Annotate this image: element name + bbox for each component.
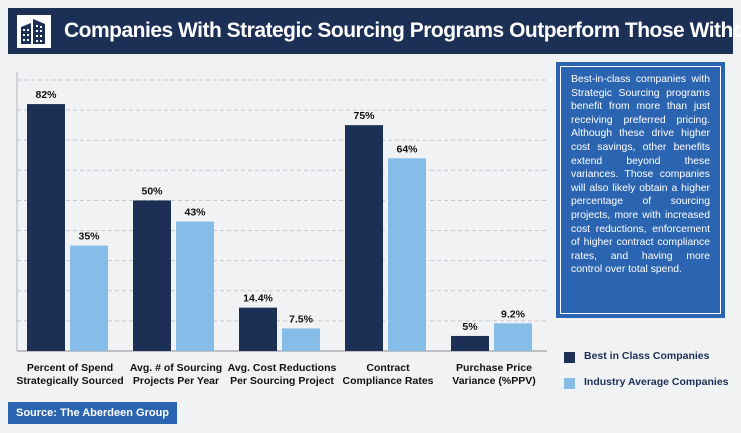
legend-label-best-in-class: Best in Class Companies bbox=[584, 350, 710, 362]
x-tick-label-line: Purchase Price bbox=[456, 362, 532, 374]
x-tick-label: Avg. # of Sourcing Projects Per Year bbox=[111, 362, 241, 388]
x-tick-label-line: Percent of Spend bbox=[26, 362, 114, 374]
x-tick-label-line: Variance (%PPV) bbox=[452, 375, 536, 387]
building-icon bbox=[17, 15, 51, 48]
legend-swatch-industry-average bbox=[564, 378, 575, 389]
x-tick-label-line: Per Sourcing Project bbox=[230, 375, 334, 387]
callout-text: Best-in-class companies with Strategic S… bbox=[571, 74, 710, 276]
x-tick-label: Percent of Spend Strategically Sourced bbox=[5, 362, 135, 388]
legend-swatch-best-in-class bbox=[564, 352, 575, 363]
legend-label-industry-average: Industry Average Companies bbox=[584, 376, 729, 388]
x-tick-label-line: Compliance Rates bbox=[342, 375, 434, 387]
data-label: 64% bbox=[396, 143, 418, 155]
bar-industry-average bbox=[176, 221, 214, 351]
page-title: Companies With Strategic Sourcing Progra… bbox=[64, 19, 741, 42]
x-tick-label: Avg. Cost Reductions Per Sourcing Project bbox=[217, 362, 347, 388]
bar-industry-average bbox=[282, 328, 320, 351]
x-tick-label-line: Avg. # of Sourcing bbox=[129, 362, 223, 374]
x-tick-label-line: Avg. Cost Reductions bbox=[227, 362, 337, 374]
bar-best-in-class bbox=[345, 125, 383, 352]
bar-best-in-class bbox=[451, 335, 489, 351]
data-label: 50% bbox=[141, 185, 163, 197]
title-bar: Companies With Strategic Sourcing Progra… bbox=[8, 8, 741, 54]
x-tick-label-line: Projects Per Year bbox=[132, 375, 220, 387]
x-tick-label: Contract Compliance Rates bbox=[323, 362, 453, 388]
source-label: Source: The Aberdeen Group bbox=[8, 402, 178, 424]
bar-best-in-class bbox=[27, 104, 65, 351]
bar-industry-average bbox=[494, 323, 532, 351]
x-tick-label: Purchase Price Variance (%PPV) bbox=[429, 362, 559, 388]
data-label: 7.5% bbox=[289, 313, 314, 325]
data-label: 75% bbox=[353, 110, 375, 122]
data-label: 43% bbox=[184, 207, 206, 219]
data-label: 35% bbox=[78, 231, 100, 243]
x-tick-label-line: Strategically Sourced bbox=[16, 375, 124, 387]
data-label: 82% bbox=[35, 89, 57, 101]
bar-best-in-class bbox=[133, 200, 171, 351]
bar-industry-average bbox=[70, 245, 108, 351]
bar-industry-average bbox=[388, 158, 426, 351]
x-tick-label-line: Contract bbox=[366, 362, 410, 374]
data-label: 14.4% bbox=[243, 293, 273, 305]
callout-box: Best-in-class companies with Strategic S… bbox=[560, 66, 721, 314]
data-label: 5% bbox=[462, 321, 478, 333]
bar-best-in-class bbox=[239, 307, 277, 351]
data-label: 9.2% bbox=[501, 308, 526, 320]
